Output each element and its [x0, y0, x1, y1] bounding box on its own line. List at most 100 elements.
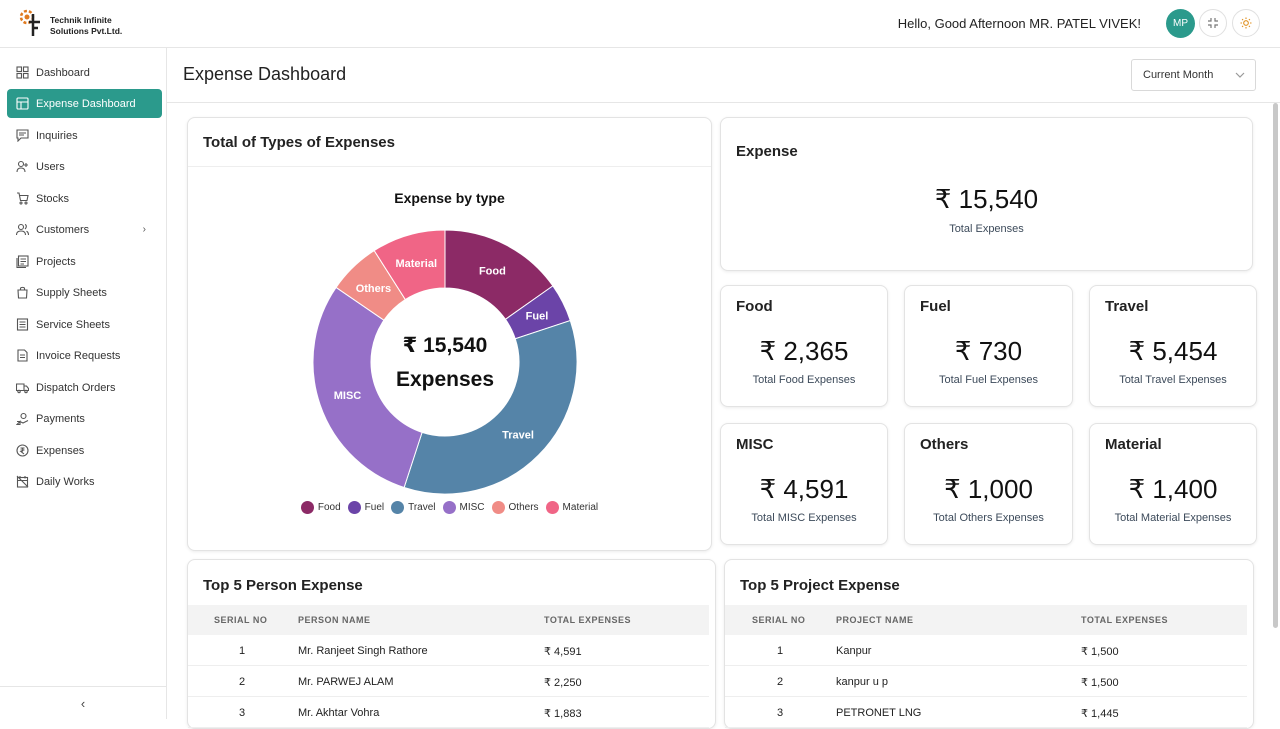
expense-label: Total MISC Expenses	[751, 512, 857, 524]
expense-amount: ₹ 1,000	[944, 474, 1033, 504]
table-row[interactable]: 1 Kanpur ₹ 1,500	[725, 635, 1247, 666]
column-header: TOTAL EXPENSES	[1081, 615, 1169, 625]
sidebar-item-service-sheets[interactable]: Service Sheets	[7, 310, 162, 339]
sidebar-item-label: Projects	[36, 255, 76, 268]
serial-cell: 3	[239, 707, 246, 719]
company-name: Technik Infinite Solutions Pvt.Ltd.	[50, 15, 122, 37]
project-name-cell: kanpur u p	[836, 676, 888, 688]
expense-donut-chart: Food Fuel Travel MISC Others Material	[312, 229, 578, 495]
sidebar-item-label: Service Sheets	[36, 318, 110, 331]
sidebar-item-dispatch-orders[interactable]: Dispatch Orders	[7, 373, 162, 402]
column-header: SERIAL NO	[752, 615, 806, 625]
serial-cell: 2	[777, 676, 784, 688]
column-header: PROJECT NAME	[836, 615, 914, 625]
card-title: Fuel	[920, 298, 951, 315]
sidebar-item-dashboard[interactable]: Dashboard	[7, 58, 162, 87]
expense-cell: ₹ 2,250	[544, 677, 582, 689]
slice-label-misc: MISC	[334, 390, 362, 402]
sidebar-item-stocks[interactable]: Stocks	[7, 184, 162, 213]
travel-expense-card: Travel ₹ 5,454 Total Travel Expenses	[1089, 285, 1257, 407]
legend-swatch	[347, 501, 361, 514]
truck-icon	[16, 383, 29, 394]
sidebar-item-label: Customers	[36, 223, 90, 236]
card-title: Food	[736, 298, 773, 315]
expense-amount: ₹ 730	[954, 336, 1023, 366]
sidebar-item-payments[interactable]: Payments	[7, 404, 162, 433]
sidebar-item-daily-works[interactable]: Daily Works	[7, 467, 162, 496]
cart-icon	[17, 192, 29, 205]
chevron-left-icon: ‹	[80, 695, 86, 711]
fullscreen-button[interactable]	[1199, 9, 1227, 37]
legend-label: Others	[508, 502, 539, 513]
table-row[interactable]: 3 PETRONET LNG ₹ 1,445	[725, 697, 1247, 728]
project-name-cell: PETRONET LNG	[836, 707, 922, 719]
expense-types-card: Total of Types of Expenses Expense by ty…	[187, 117, 712, 551]
top-project-expense-card: Top 5 Project Expense SERIAL NO PROJECT …	[724, 559, 1254, 729]
expense-label: Total Fuel Expenses	[938, 374, 1039, 386]
expense-label: Total Others Expenses	[933, 512, 1044, 524]
sidebar-item-label: Dispatch Orders	[36, 381, 116, 394]
legend-item-material[interactable]: Material	[545, 501, 598, 514]
card-title: MISC	[736, 436, 774, 453]
users-icon	[16, 223, 29, 236]
legend-item-misc[interactable]: MISC	[442, 501, 485, 514]
sidebar-item-label: Users	[36, 160, 65, 173]
donut-center-caption: Expenses	[395, 368, 495, 391]
total-expense-label: Total Expenses	[949, 223, 1024, 235]
expense-amount: ₹ 1,400	[1128, 474, 1218, 504]
donut-center-label: ₹ 15,540 Expenses	[312, 329, 578, 397]
scrollbar[interactable]	[1273, 103, 1278, 628]
sidebar-item-label: Daily Works	[36, 475, 95, 488]
avatar[interactable]: MP	[1166, 9, 1195, 38]
company-logo[interactable]: Technik Infinite Solutions Pvt.Ltd.	[18, 8, 128, 40]
expense-label: Total Material Expenses	[1114, 512, 1232, 524]
sidebar-item-expenses[interactable]: Expenses	[7, 436, 162, 465]
sidebar-item-projects[interactable]: Projects	[7, 247, 162, 276]
slice-label-others: Others	[356, 283, 391, 295]
table-row[interactable]: 3 Mr. Akhtar Vohra ₹ 1,883	[188, 697, 709, 728]
legend-item-food[interactable]: Food	[300, 501, 341, 514]
legend-swatch	[491, 501, 505, 514]
table-header: SERIAL NO PROJECT NAME TOTAL EXPENSES	[725, 605, 1247, 635]
slice-misc[interactable]	[312, 286, 423, 489]
total-expense-amount: ₹ 15,540	[934, 184, 1039, 214]
slice-label-material: Material	[395, 258, 437, 270]
table-row[interactable]: 1 Mr. Ranjeet Singh Rathore ₹ 4,591	[188, 635, 709, 666]
sidebar: Dashboard Expense Dashboard Inquiries Us…	[0, 48, 167, 719]
slice-material[interactable]	[373, 229, 446, 301]
period-select[interactable]: Current Month	[1131, 59, 1256, 91]
invoice-icon	[17, 349, 28, 362]
legend-label: Travel	[408, 502, 436, 513]
sidebar-item-customers[interactable]: Customers ›	[7, 215, 162, 244]
sidebar-item-inquiries[interactable]: Inquiries	[7, 121, 162, 150]
chevron-right-icon: ›	[142, 224, 146, 235]
serial-cell: 1	[239, 645, 246, 657]
sidebar-item-supply-sheets[interactable]: Supply Sheets	[7, 278, 162, 307]
person-name-cell: Mr. Akhtar Vohra	[298, 707, 380, 719]
expense-label: Total Food Expenses	[752, 374, 856, 386]
gear-logo-icon	[19, 9, 40, 36]
table-row[interactable]: 2 Mr. PARWEJ ALAM ₹ 2,250	[188, 666, 709, 697]
company-name-line1: Technik Infinite	[50, 15, 112, 25]
grid-icon	[16, 66, 29, 79]
legend-item-fuel[interactable]: Fuel	[347, 501, 385, 514]
sidebar-item-invoice-requests[interactable]: Invoice Requests	[7, 341, 162, 370]
legend-label: Fuel	[364, 502, 385, 513]
legend-item-others[interactable]: Others	[491, 501, 539, 514]
serial-cell: 3	[777, 707, 784, 719]
theme-toggle-button[interactable]	[1232, 9, 1260, 37]
slice-travel[interactable]	[403, 319, 578, 495]
fuel-expense-card: Fuel ₹ 730 Total Fuel Expenses	[904, 285, 1073, 407]
sidebar-collapse-button[interactable]: ‹	[0, 686, 166, 719]
legend-swatch	[391, 501, 405, 514]
misc-expense-card: MISC ₹ 4,591 Total MISC Expenses	[720, 423, 888, 545]
expense-cell: ₹ 1,445	[1081, 708, 1119, 720]
sidebar-item-expense-dashboard[interactable]: Expense Dashboard	[7, 89, 162, 118]
sheet-icon	[16, 318, 29, 331]
expense-amount: ₹ 2,365	[759, 336, 849, 366]
sidebar-item-users[interactable]: Users	[7, 152, 162, 181]
rupee-circle-icon	[16, 444, 29, 457]
card-header: Total of Types of Expenses	[188, 118, 711, 167]
legend-item-travel[interactable]: Travel	[391, 501, 436, 514]
table-row[interactable]: 2 kanpur u p ₹ 1,500	[725, 666, 1247, 697]
